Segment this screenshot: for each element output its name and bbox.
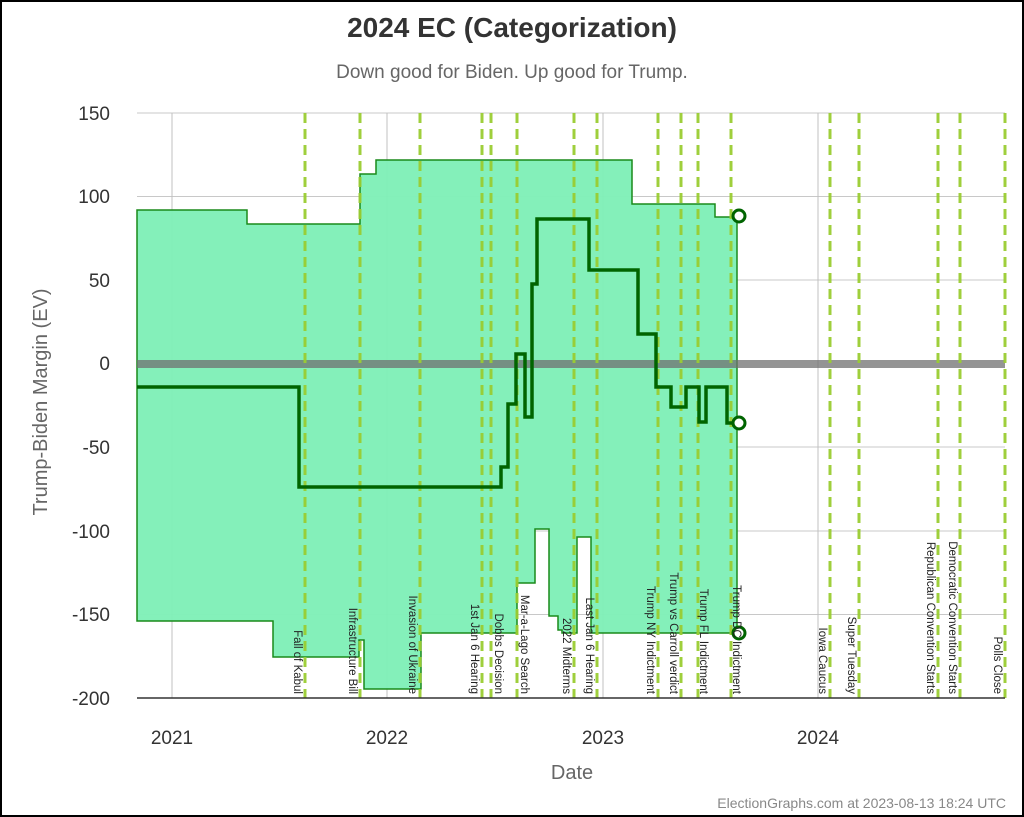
event-label: Trump DC Indictment bbox=[730, 585, 742, 695]
x-tick-labels: 2021 2022 2023 2024 bbox=[151, 728, 840, 749]
chart-subtitle: Down good for Biden. Up good for Trump. bbox=[336, 62, 688, 83]
event-label: Trump vs Carroll verdict bbox=[667, 572, 679, 694]
event-label: Dobbs Decision bbox=[492, 613, 504, 694]
event-labels: Fall of Kabul Infrastructure Bill Invasi… bbox=[291, 541, 1003, 695]
event-label: Mar-a-Lago Search bbox=[518, 595, 530, 694]
range-band bbox=[136, 159, 738, 690]
y-tick: -100 bbox=[72, 522, 110, 543]
margin-end-marker[interactable] bbox=[731, 415, 747, 431]
margin-line bbox=[137, 217, 737, 489]
x-axis-label: Date bbox=[551, 762, 593, 784]
y-tick: 50 bbox=[89, 271, 110, 292]
event-label: Trump NY Indictment bbox=[644, 586, 656, 695]
event-label: Iowa Caucus bbox=[816, 628, 828, 695]
y-axis-label: Trump-Biden Margin (EV) bbox=[30, 288, 52, 515]
event-label: Polls Close bbox=[991, 636, 1003, 694]
x-tick: 2021 bbox=[151, 728, 193, 749]
y-tick: -50 bbox=[83, 438, 110, 459]
event-label: Republican Convention Starts bbox=[924, 542, 936, 694]
x-tick: 2022 bbox=[366, 728, 408, 749]
event-label: Democratic Convention Starts bbox=[946, 541, 958, 694]
upper-end-marker[interactable] bbox=[731, 208, 747, 224]
footer-credit: ElectionGraphs.com at 2023-08-13 18:24 U… bbox=[717, 795, 1006, 811]
y-tick: 0 bbox=[99, 354, 110, 375]
event-label: Trump FL Indictment bbox=[697, 589, 709, 695]
event-label: Super Tuesday bbox=[845, 617, 857, 695]
chart-title: 2024 EC (Categorization) bbox=[347, 12, 677, 43]
event-label: Fall of Kabul bbox=[291, 630, 303, 694]
event-label: Last Jan 6 Hearing bbox=[583, 597, 595, 694]
y-tick-labels: 150 100 50 0 -50 -100 -150 -200 bbox=[72, 104, 110, 710]
y-tick: 150 bbox=[78, 104, 110, 125]
y-tick: -150 bbox=[72, 605, 110, 626]
y-tick: 100 bbox=[78, 187, 110, 208]
lower-end-marker[interactable] bbox=[731, 625, 747, 641]
x-tick: 2024 bbox=[797, 728, 840, 749]
y-tick: -200 bbox=[72, 689, 110, 710]
event-lines bbox=[303, 113, 1007, 698]
event-label: 1st Jan 6 Hearing bbox=[468, 604, 480, 694]
event-label: Invasion of Ukraine bbox=[406, 596, 418, 694]
event-label: Infrastructure Bill bbox=[346, 608, 358, 694]
x-tick: 2023 bbox=[582, 728, 624, 749]
event-label: 2022 Midterms bbox=[560, 618, 572, 694]
